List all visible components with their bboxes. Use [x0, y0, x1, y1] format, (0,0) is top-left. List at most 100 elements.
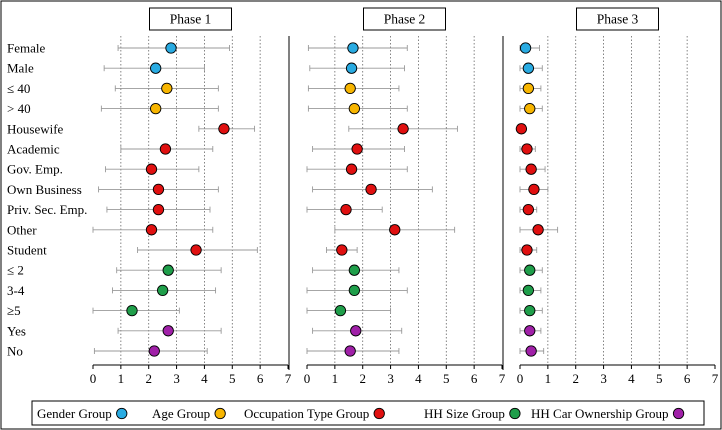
data-point	[525, 163, 537, 175]
category-label: Student	[7, 243, 47, 258]
x-tick-label: 4	[201, 371, 208, 386]
x-tick-label: 6	[684, 371, 691, 386]
category-label: Yes	[7, 323, 26, 338]
data-point	[336, 244, 348, 256]
category-label: 3-4	[7, 283, 25, 298]
data-point	[347, 42, 359, 54]
data-point	[528, 183, 540, 196]
data-point	[522, 62, 535, 74]
category-label: Female	[7, 41, 45, 56]
category-label: ≥5	[7, 303, 21, 318]
x-tick-label: 7	[285, 371, 292, 386]
legend-marker	[214, 407, 226, 420]
legend-item: HH Size Group	[424, 406, 521, 421]
category-label: Male	[7, 61, 34, 76]
data-point	[348, 102, 361, 115]
data-point	[152, 203, 165, 216]
category-label: ≤ 2	[7, 263, 24, 278]
data-point	[345, 62, 358, 74]
legend-label: Occupation Type Group	[244, 406, 369, 421]
data-point	[524, 102, 536, 115]
category-label: Housewife	[7, 121, 64, 136]
data-point	[521, 244, 533, 256]
category-label: Priv. Sec. Emp.	[7, 202, 87, 217]
data-point	[334, 304, 347, 317]
legend-item: Age Group	[152, 406, 226, 421]
chart-panels: Phase 1 0 1 2 3 4 5 6 7 Phase 2 0 1 2 3 4 5 6 7 Phase 3 0 1 2…	[90, 7, 719, 386]
data-point	[524, 325, 536, 337]
data-point	[344, 345, 356, 357]
data-point	[159, 143, 172, 155]
data-point	[126, 304, 138, 317]
data-point	[156, 284, 169, 297]
data-point	[519, 42, 532, 54]
legend-box	[31, 400, 705, 426]
legend-marker	[373, 407, 385, 420]
data-point	[340, 203, 352, 216]
category-label: Own Business	[7, 182, 82, 197]
x-tick-label: 0	[304, 371, 311, 386]
x-tick-label: 4	[415, 371, 422, 386]
panel-3: Phase 3 0 1 2 3 4 5 6 7	[515, 7, 719, 386]
legend-marker	[672, 407, 685, 420]
data-point	[150, 102, 162, 115]
legend-marker	[116, 407, 128, 420]
panel-2: Phase 2 0 1 2 3 4 5 6 7	[304, 7, 506, 386]
legend-label: Gender Group	[37, 406, 112, 421]
data-point	[522, 82, 535, 95]
x-tick-label: 7	[499, 371, 506, 386]
data-point	[345, 163, 358, 175]
panel-title-text: Phase 2	[384, 12, 426, 27]
category-label: Other	[7, 222, 37, 237]
category-label: No	[7, 344, 23, 359]
x-tick-label: 3	[173, 371, 180, 386]
category-label: ≤ 40	[7, 81, 30, 96]
panel-title: Phase 2	[363, 7, 446, 31]
x-tick-label: 3	[387, 371, 394, 386]
x-tick-label: 7	[712, 371, 719, 386]
data-point	[522, 284, 535, 297]
data-point	[521, 143, 533, 155]
data-point	[145, 163, 158, 175]
panel-title-text: Phase 1	[170, 12, 212, 27]
data-point	[397, 123, 409, 135]
x-tick-label: 6	[471, 371, 478, 386]
data-point	[389, 224, 401, 236]
x-tick-label: 1	[332, 371, 339, 386]
x-tick-label: 5	[229, 371, 236, 386]
data-point	[524, 264, 536, 276]
x-tick-label: 0	[90, 371, 97, 386]
data-point	[522, 203, 535, 216]
data-point	[524, 304, 536, 317]
data-point	[532, 224, 544, 236]
panel-title-text: Phase 3	[597, 12, 639, 27]
x-tick-label: 2	[359, 371, 366, 386]
panel-title-box	[149, 7, 232, 31]
x-tick-label: 1	[118, 371, 125, 386]
legend-label: HH Size Group	[424, 406, 505, 421]
data-point	[525, 345, 537, 357]
data-point	[351, 143, 363, 155]
data-point	[348, 264, 361, 276]
panel-title-box	[363, 7, 446, 31]
data-point	[162, 325, 174, 337]
panel-1: Phase 1 0 1 2 3 4 5 6 7	[90, 7, 292, 386]
legend-item: HH Car Ownership Group	[531, 406, 685, 421]
category-label: Academic	[7, 142, 60, 157]
x-tick-label: 6	[257, 371, 264, 386]
data-point	[348, 284, 361, 297]
legend: Gender Group Age Group Occupation Type Gro…	[31, 400, 705, 426]
category-label: Gov. Emp.	[7, 162, 63, 177]
data-point	[145, 224, 158, 236]
panel-title: Phase 3	[576, 7, 659, 31]
legend-marker	[509, 407, 521, 420]
data-point	[152, 183, 165, 196]
legend-item: Gender Group	[37, 406, 128, 421]
panel-title-box	[576, 7, 659, 31]
data-point	[344, 82, 356, 95]
legend-item: Occupation Type Group	[244, 406, 385, 421]
x-tick-label: 3	[600, 371, 607, 386]
data-point	[162, 264, 174, 276]
category-label: > 40	[7, 101, 31, 116]
